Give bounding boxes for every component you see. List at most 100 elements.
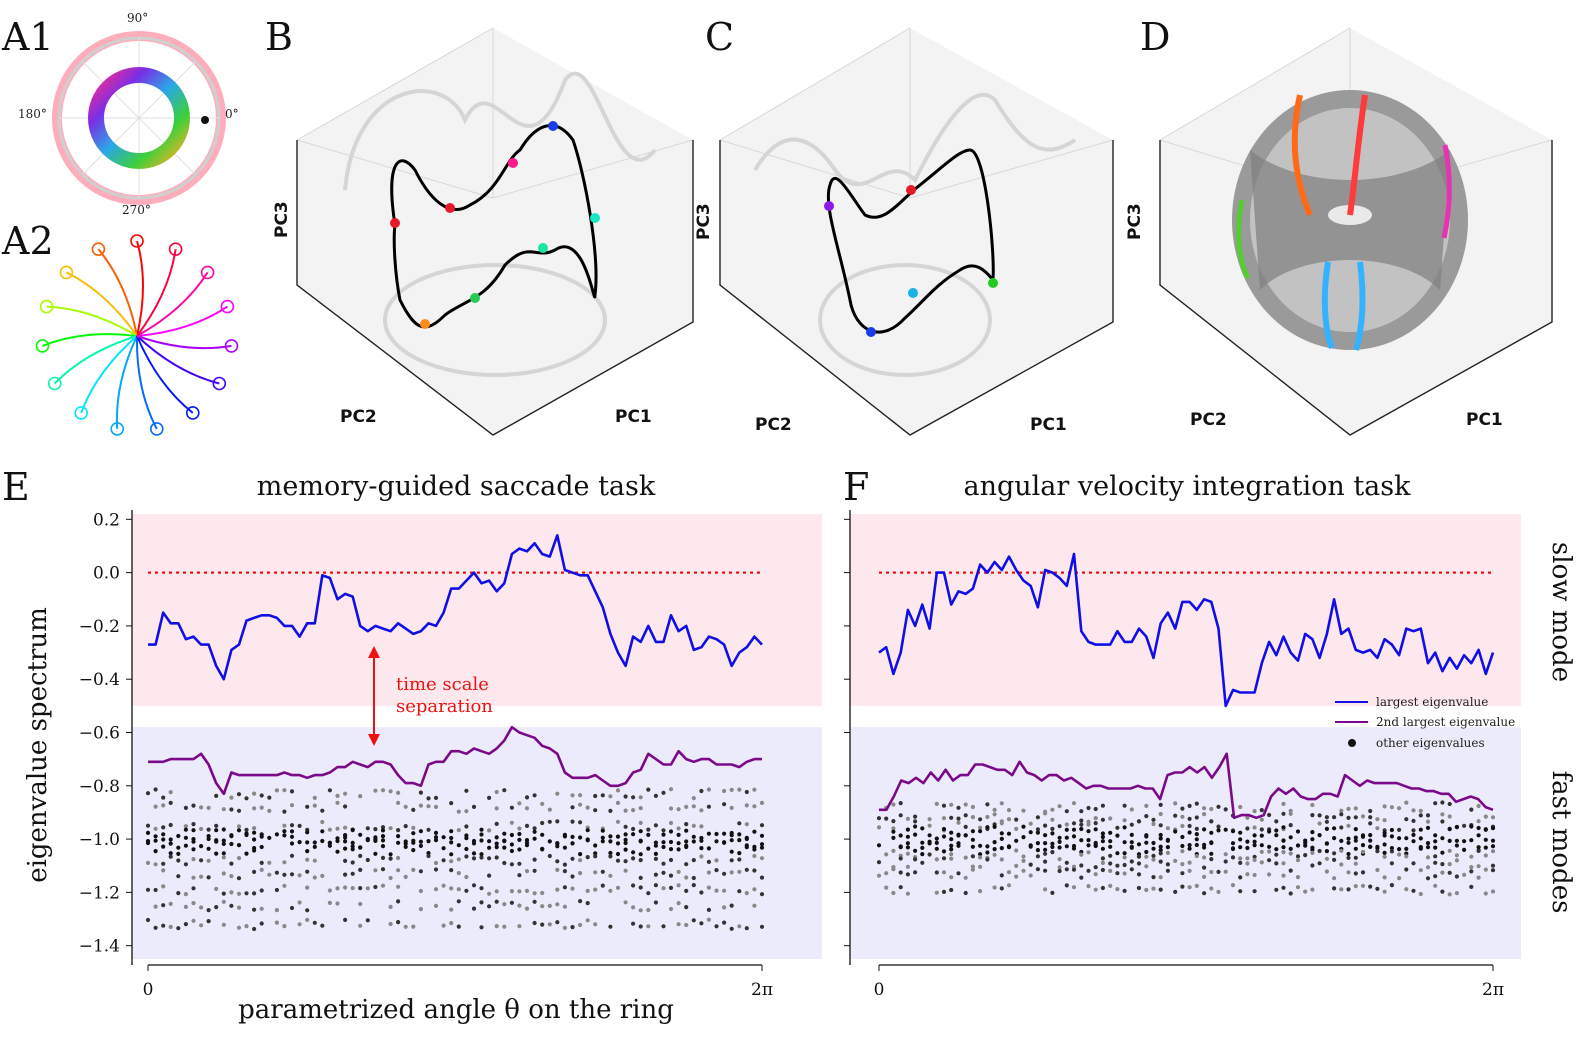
- other-eigenvalue-dot: [691, 875, 696, 881]
- other-eigenvalue-dot: [183, 824, 188, 829]
- other-eigenvalue-dot: [289, 803, 295, 808]
- other-eigenvalue-dot: [433, 835, 439, 840]
- y-tick-label: 0.0: [93, 564, 120, 584]
- other-eigenvalue-dot: [168, 837, 173, 842]
- other-eigenvalue-dot: [229, 834, 234, 839]
- other-eigenvalue-dot: [1187, 803, 1192, 809]
- other-eigenvalue-dot: [691, 796, 696, 801]
- other-eigenvalue-dot: [449, 852, 454, 857]
- other-eigenvalue-dot: [744, 926, 749, 931]
- other-eigenvalue-dot: [585, 918, 590, 923]
- other-eigenvalue-dot: [676, 826, 681, 831]
- other-eigenvalue-dot: [396, 800, 401, 806]
- other-eigenvalue-dot: [608, 808, 613, 814]
- other-eigenvalue-dot: [1462, 847, 1467, 853]
- other-eigenvalue-dot: [1310, 813, 1315, 818]
- other-eigenvalue-dot: [578, 899, 583, 904]
- other-eigenvalue-dot: [729, 849, 734, 854]
- other-eigenvalue-dot: [1086, 805, 1091, 811]
- other-eigenvalue-dot: [199, 805, 204, 810]
- other-eigenvalue-dot: [441, 883, 446, 888]
- axis-pc3-d: PC3: [1125, 203, 1145, 240]
- other-eigenvalue-dot: [615, 851, 621, 857]
- other-eigenvalue-dot: [1165, 850, 1170, 856]
- other-eigenvalue-dot: [267, 835, 272, 841]
- other-eigenvalue-dot: [252, 826, 257, 831]
- other-eigenvalue-dot: [759, 875, 765, 880]
- other-eigenvalue-dot: [1353, 884, 1358, 889]
- other-eigenvalue-dot: [464, 824, 469, 829]
- fan-curve: [46, 305, 138, 337]
- other-eigenvalue-dot: [638, 885, 643, 890]
- fan-endpoint: [110, 422, 124, 436]
- other-eigenvalue-dot: [1093, 816, 1098, 821]
- other-eigenvalue-dot: [540, 922, 545, 927]
- other-eigenvalue-dot: [1108, 839, 1113, 844]
- other-eigenvalue-dot: [373, 827, 378, 832]
- other-eigenvalue-dot: [487, 856, 492, 861]
- other-eigenvalue-dot: [1093, 821, 1098, 826]
- other-eigenvalue-dot: [244, 796, 249, 801]
- other-eigenvalue-dot: [343, 846, 348, 851]
- other-eigenvalue-dot: [1021, 854, 1026, 859]
- other-eigenvalue-dot: [913, 814, 918, 819]
- axis-pc1-d: PC1: [1466, 410, 1503, 430]
- other-eigenvalue-dot: [623, 859, 628, 864]
- other-eigenvalue-dot: [1180, 862, 1185, 867]
- other-eigenvalue-dot: [1202, 806, 1207, 811]
- other-eigenvalue-dot: [1028, 844, 1033, 849]
- other-eigenvalue-dot: [1035, 841, 1040, 846]
- other-eigenvalue-dot: [891, 829, 896, 834]
- other-eigenvalue-dot: [963, 833, 968, 838]
- projection-shadow-b: [343, 71, 657, 191]
- other-eigenvalue-dot: [1267, 812, 1272, 818]
- axis-pc2-c: PC2: [755, 415, 792, 435]
- other-eigenvalue-dot: [1136, 842, 1142, 847]
- axis-pc3-b: PC3: [272, 201, 292, 238]
- other-eigenvalue-dot: [236, 828, 242, 833]
- other-eigenvalue-dot: [1151, 840, 1156, 846]
- other-eigenvalue-dot: [168, 800, 173, 806]
- other-eigenvalue-dot: [214, 851, 219, 856]
- other-eigenvalue-dot: [320, 923, 325, 928]
- other-eigenvalue-dot: [653, 840, 659, 845]
- other-eigenvalue-dot: [1014, 863, 1019, 869]
- other-eigenvalue-dot: [335, 901, 340, 906]
- other-eigenvalue-dot: [1209, 869, 1214, 875]
- other-eigenvalue-dot: [479, 900, 484, 905]
- other-eigenvalue-dot: [1071, 801, 1077, 806]
- other-eigenvalue-dot: [449, 868, 454, 873]
- other-eigenvalue-dot: [1274, 833, 1279, 838]
- other-eigenvalue-dot: [426, 839, 431, 844]
- other-eigenvalue-dot: [1071, 867, 1077, 872]
- other-eigenvalue-dot: [1382, 875, 1387, 880]
- other-eigenvalue-dot: [1223, 869, 1228, 874]
- other-eigenvalue-dot: [956, 843, 961, 848]
- other-eigenvalue-dot: [259, 906, 264, 911]
- other-eigenvalue-dot: [1115, 871, 1120, 876]
- other-eigenvalue-dot: [502, 860, 507, 866]
- other-eigenvalue-dot: [1295, 858, 1301, 863]
- other-eigenvalue-dot: [1245, 856, 1250, 861]
- other-eigenvalue-dot: [1332, 851, 1337, 856]
- other-eigenvalue-dot: [1173, 889, 1178, 895]
- other-eigenvalue-dot: [676, 832, 681, 838]
- other-eigenvalue-dot: [183, 922, 188, 927]
- polar-marker: [201, 116, 209, 124]
- other-eigenvalue-dot: [524, 838, 530, 843]
- other-eigenvalue-dot: [1100, 846, 1105, 851]
- other-eigenvalue-dot: [623, 847, 628, 852]
- other-eigenvalue-dot: [623, 824, 628, 829]
- other-eigenvalue-dot: [1230, 841, 1236, 846]
- other-eigenvalue-dot: [985, 850, 990, 855]
- other-eigenvalue-dot: [259, 844, 264, 850]
- other-eigenvalue-dot: [1411, 818, 1416, 824]
- other-eigenvalue-dot: [1476, 864, 1481, 869]
- other-eigenvalue-dot: [1469, 854, 1474, 859]
- other-eigenvalue-dot: [547, 922, 552, 927]
- other-eigenvalue-dot: [1216, 804, 1221, 809]
- other-eigenvalue-dot: [1433, 854, 1438, 859]
- other-eigenvalue-dot: [898, 870, 903, 875]
- torus-stripe-magenta: [1441, 144, 1452, 239]
- other-eigenvalue-dot: [699, 838, 704, 843]
